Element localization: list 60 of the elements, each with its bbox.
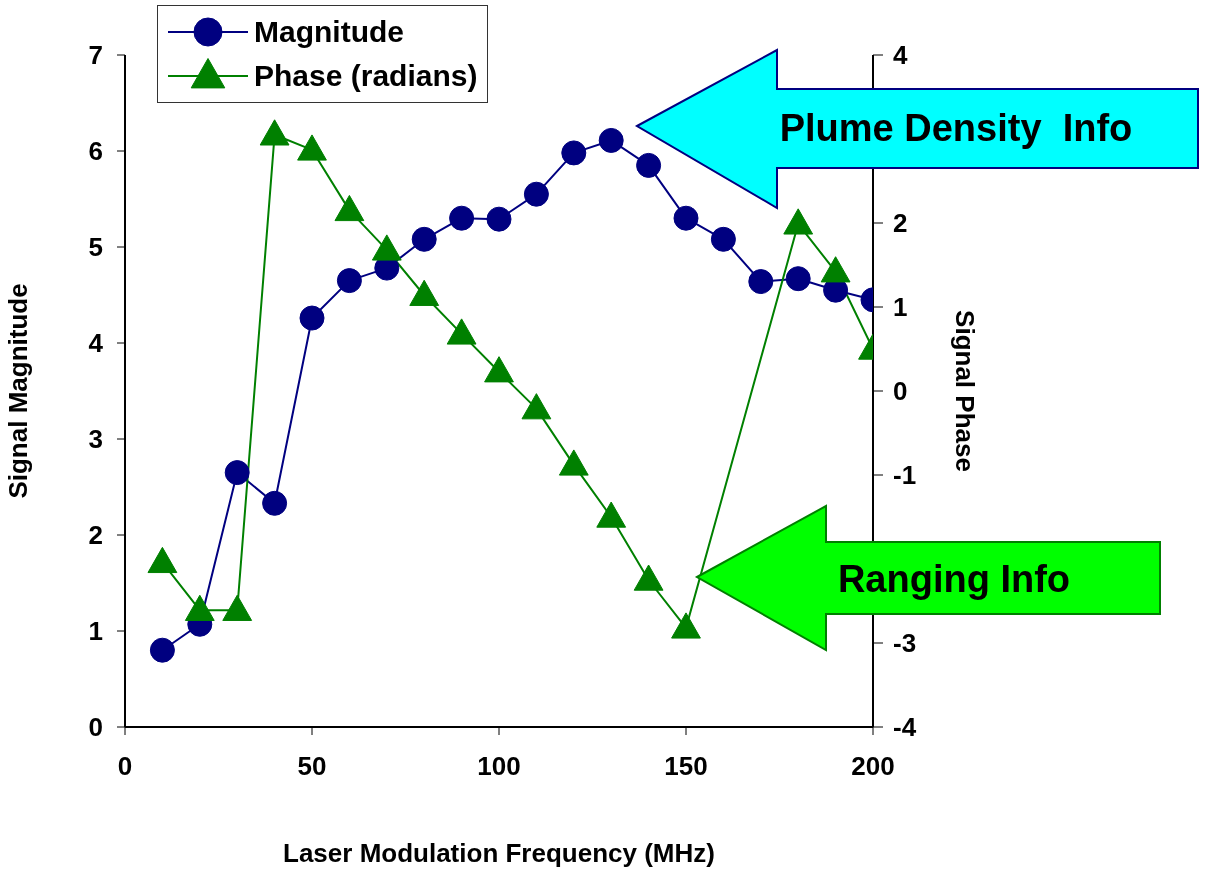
point: [673, 205, 699, 231]
y2-tick-label: -1: [893, 460, 917, 491]
y2-tick-label: 1: [893, 292, 908, 323]
point: [783, 208, 814, 235]
point: [671, 612, 701, 639]
y2-tick-label: 0: [893, 376, 908, 407]
point: [262, 490, 288, 516]
y2-tick-label: 4: [893, 40, 908, 71]
y-tick-label: 0: [88, 712, 103, 743]
point: [521, 393, 552, 420]
x-tick-label: 200: [851, 751, 895, 782]
point: [297, 134, 327, 161]
x-tick-label: 150: [664, 751, 708, 782]
point: [523, 181, 549, 207]
point: [633, 564, 664, 591]
point: [371, 234, 402, 261]
point: [299, 305, 325, 331]
point: [710, 226, 736, 252]
point: [785, 266, 811, 292]
y-tick-label: 1: [88, 616, 103, 647]
annotation: Ranging Info: [837, 558, 1071, 600]
y2-axis-title: Signal Phase: [949, 310, 980, 472]
y-tick-label: 6: [88, 136, 103, 167]
y-tick-label: 7: [88, 40, 103, 71]
point: [224, 460, 250, 486]
annotation: Plume Density Info: [779, 107, 1133, 149]
y-tick-label: 3: [88, 424, 103, 455]
point: [259, 119, 290, 146]
point: [598, 127, 624, 153]
point: [486, 206, 512, 232]
y2-tick-label: 2: [893, 208, 908, 239]
point: [748, 269, 774, 295]
point: [449, 205, 475, 231]
point: [334, 194, 365, 222]
point: [149, 637, 175, 663]
x-tick-label: 50: [297, 751, 327, 782]
point: [222, 594, 253, 621]
y2-tick-label: -3: [893, 628, 917, 659]
x-tick-label: 0: [117, 751, 133, 782]
legend-label: Magnitude: [254, 15, 404, 49]
y-tick-label: 5: [88, 232, 103, 263]
y-tick-label: 2: [88, 520, 103, 551]
y-tick-label: 4: [88, 328, 104, 359]
legend-label: Phase (radians): [254, 59, 478, 93]
point: [184, 594, 215, 621]
y2-tick-label: -4: [893, 712, 917, 743]
point: [636, 152, 662, 178]
x-tick-label: 100: [477, 751, 521, 782]
point: [561, 140, 587, 166]
y-axis-title: Signal Magnitude: [3, 283, 34, 499]
point: [446, 318, 477, 345]
point: [411, 226, 437, 252]
point: [409, 279, 440, 306]
point: [558, 449, 589, 476]
point: [596, 501, 627, 528]
point: [336, 268, 362, 294]
point: [147, 546, 178, 574]
point: [820, 256, 851, 283]
point: [484, 356, 514, 383]
x-axis-title: Laser Modulation Frequency (MHz): [283, 838, 715, 868]
